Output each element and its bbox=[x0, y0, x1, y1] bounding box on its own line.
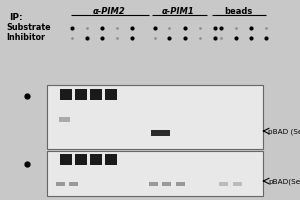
Text: IP:: IP: bbox=[9, 12, 22, 21]
Bar bbox=[56, 182, 64, 186]
Bar bbox=[219, 182, 228, 186]
Bar bbox=[69, 182, 78, 186]
Bar bbox=[46, 85, 262, 149]
Bar bbox=[60, 89, 72, 100]
Bar bbox=[90, 154, 102, 165]
Text: beads: beads bbox=[224, 6, 253, 16]
Bar bbox=[232, 182, 242, 186]
Text: Substrate: Substrate bbox=[6, 23, 51, 32]
Bar bbox=[105, 154, 117, 165]
Text: α-PIM2: α-PIM2 bbox=[93, 6, 126, 16]
Bar bbox=[46, 151, 262, 196]
Bar bbox=[75, 154, 87, 165]
Bar bbox=[148, 182, 158, 186]
Bar bbox=[75, 89, 87, 100]
Bar bbox=[151, 130, 170, 136]
Text: pBAD(Ser¹³⁶): pBAD(Ser¹³⁶) bbox=[268, 177, 300, 185]
Bar bbox=[162, 182, 171, 186]
Text: α-PIM1: α-PIM1 bbox=[162, 6, 195, 16]
Bar bbox=[176, 182, 184, 186]
Text: Inhibitor: Inhibitor bbox=[6, 33, 45, 42]
Text: pBAD (Ser¹¹²): pBAD (Ser¹¹²) bbox=[268, 127, 300, 135]
Bar bbox=[59, 117, 70, 122]
Bar bbox=[105, 89, 117, 100]
Bar bbox=[60, 154, 72, 165]
Bar bbox=[90, 89, 102, 100]
